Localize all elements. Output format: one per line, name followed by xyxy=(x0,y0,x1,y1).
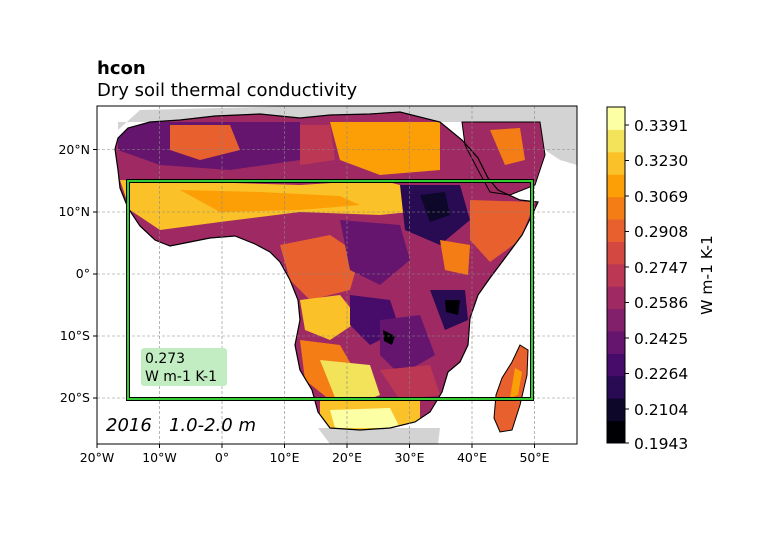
colorbar-step xyxy=(607,286,625,310)
lon-tick-label: 0° xyxy=(215,450,229,465)
map-frame xyxy=(96,105,578,445)
lon-tick-label: 50°E xyxy=(519,450,549,465)
colorbar-tick-label: 0.3069 xyxy=(634,188,688,206)
lon-tick-label: 20°E xyxy=(332,450,362,465)
mean-annotation-bg xyxy=(141,348,227,386)
lon-tick-label: 30°E xyxy=(394,450,424,465)
lat-tick-label: 10°S xyxy=(60,328,90,343)
colorbar-label: W m-1 K-1 xyxy=(698,235,716,315)
colorbar-step xyxy=(607,241,625,265)
colorbar-step xyxy=(607,107,625,130)
mean-units: W m-1 K-1 xyxy=(145,369,217,385)
colorbar-step xyxy=(607,174,625,198)
colorbar-tick-label: 0.1943 xyxy=(634,435,688,453)
lat-tick-label: 20°N xyxy=(58,142,90,157)
colorbar-tick-label: 0.3230 xyxy=(634,152,688,170)
colorbar-step xyxy=(607,151,625,175)
colorbar-tick-label: 0.2747 xyxy=(634,259,688,277)
colorbar xyxy=(607,107,625,444)
colorbar-step xyxy=(607,420,625,444)
variable-long-name: Dry soil thermal conductivity xyxy=(97,80,358,101)
africa-coastline xyxy=(114,111,539,431)
lon-tick-label: 40°E xyxy=(457,450,487,465)
colorbar-tick-label: 0.2264 xyxy=(634,365,688,383)
lat-tick-label: 0° xyxy=(76,266,90,281)
lon-axis: 20°W 10°W 0° 10°E 20°E 30°E 40°E 50°E xyxy=(80,444,550,465)
colorbar-step xyxy=(607,375,625,399)
lat-axis: 20°N 10°N 0° 10°S 20°S xyxy=(58,142,97,405)
colorbar-step xyxy=(607,129,625,153)
colorbar-tick-label: 0.2586 xyxy=(634,294,688,312)
colorbar-tick-label: 0.2908 xyxy=(634,223,688,241)
year-depth-stamp: 2016 1.0-2.0 m xyxy=(106,415,256,436)
colorbar-step xyxy=(607,263,625,287)
colorbar-frame xyxy=(606,106,626,444)
colorbar-tick-label: 0.2104 xyxy=(634,401,688,419)
colorbar-step xyxy=(607,398,625,422)
lon-tick-label: 10°W xyxy=(142,450,177,465)
nodata-land-south xyxy=(318,428,440,444)
variable-name: hcon xyxy=(97,58,146,79)
region-box xyxy=(127,180,533,400)
colorbar-ticks: 0.3391 0.3230 0.3069 0.2908 0.2747 0.258… xyxy=(625,117,688,453)
lon-tick-label: 10°E xyxy=(269,450,299,465)
lon-tick-label: 20°W xyxy=(80,450,115,465)
madagascar xyxy=(493,344,529,433)
lat-tick-label: 10°N xyxy=(58,204,90,219)
mean-value: 0.273 xyxy=(145,351,185,367)
colorbar-tick-label: 0.2425 xyxy=(634,330,688,348)
colorbar-step xyxy=(607,308,625,332)
colorbar-tick-label: 0.3391 xyxy=(634,117,688,135)
lat-tick-label: 20°S xyxy=(60,390,90,405)
colorbar-step xyxy=(607,196,625,220)
colorbar-step xyxy=(607,353,625,377)
colorbar-step xyxy=(607,219,625,242)
colorbar-step xyxy=(607,331,625,354)
